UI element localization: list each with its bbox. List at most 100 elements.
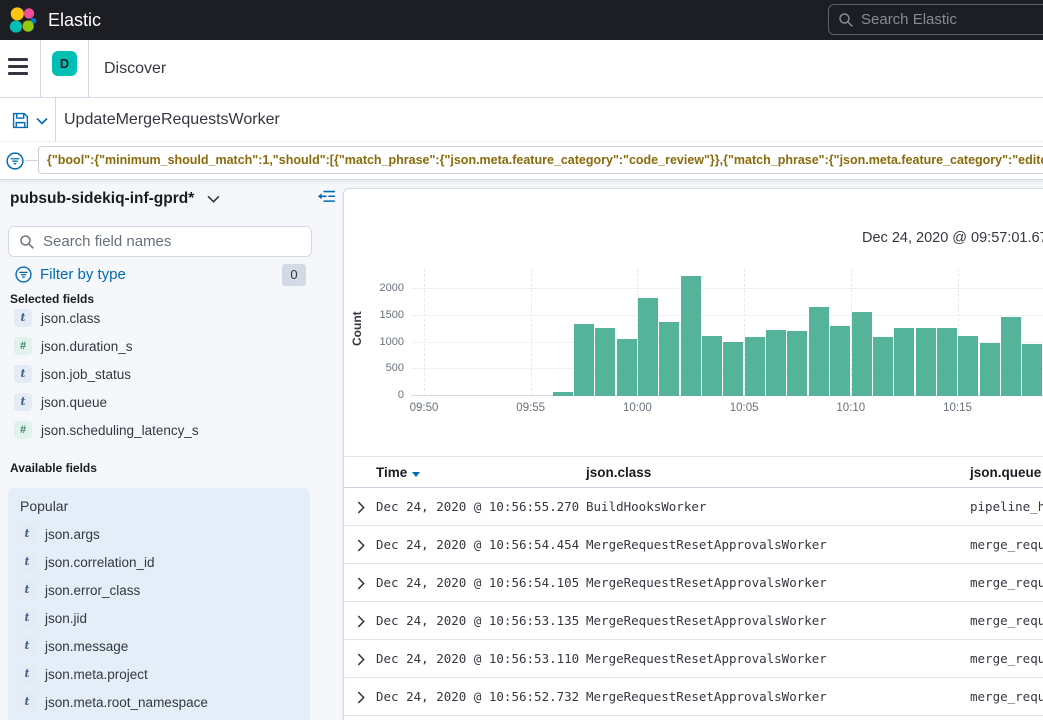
histogram-bar[interactable] [830,326,850,396]
search-icon [838,12,854,28]
cell-class: MergeRequestResetApprovalsWorker [586,640,966,678]
divider [25,160,38,161]
grid-line [531,269,532,396]
histogram-bar[interactable] [894,328,914,396]
x-axis-tick-labels: 09:5009:5510:0010:0510:1010:15 [411,402,1043,418]
table-header: Time json.class json.queue [344,456,1043,488]
histogram-bar[interactable] [958,336,978,396]
popular-section-label: Popular [20,498,68,514]
histogram-bar[interactable] [916,328,936,396]
column-header-time[interactable]: Time [376,457,420,488]
column-header-json-class[interactable]: json.class [586,457,651,488]
brand-title: Elastic [48,0,101,40]
field-name: json.queue [41,395,107,410]
histogram-chart[interactable] [411,269,1043,396]
histogram-bar[interactable] [745,337,765,396]
field-item[interactable]: tjson.args [8,520,310,548]
histogram-bar[interactable] [787,331,807,396]
selected-fields-list: tjson.class#json.duration_stjson.job_sta… [0,304,343,444]
x-tick-label: 10:00 [623,402,652,414]
navigation-bar: D Discover [0,40,1043,98]
histogram-bar[interactable] [553,392,573,396]
string-type-icon: t [18,665,36,683]
menu-icon[interactable] [8,58,28,78]
filter-pill[interactable]: {"bool":{"minimum_should_match":1,"shoul… [38,146,1043,174]
histogram-bar[interactable] [595,328,615,396]
histogram-bar[interactable] [809,307,829,396]
expand-row-icon[interactable] [357,653,365,666]
field-item[interactable]: tjson.error_class [8,576,310,604]
field-search-input[interactable] [43,227,303,256]
histogram-bar[interactable] [574,324,594,396]
elastic-logo-icon[interactable] [7,5,37,35]
histogram-bar[interactable] [617,339,637,396]
histogram-bar[interactable] [766,330,786,396]
histogram-bar[interactable] [980,343,1000,396]
index-pattern-name: pubsub-sidekiq-inf-gprd* [10,190,194,207]
histogram-bar[interactable] [681,276,701,396]
available-fields-label: Available fields [10,461,97,475]
global-search[interactable] [828,4,1043,35]
filter-count-badge: 0 [282,264,306,286]
expand-row-icon[interactable] [357,501,365,514]
histogram-bar[interactable] [659,322,679,396]
index-pattern-selector[interactable]: pubsub-sidekiq-inf-gprd* [10,190,220,208]
filter-by-type-row: Filter by type 0 [0,264,343,288]
filter-circle-icon[interactable] [6,152,24,170]
grid-line [411,288,1043,289]
save-search-button[interactable] [0,98,56,142]
histogram-bar[interactable] [638,298,658,396]
collapse-sidebar-icon[interactable] [318,188,335,205]
field-item[interactable]: tjson.jid [8,604,310,632]
cell-queue: merge_reque [970,640,1043,678]
field-name: json.meta.root_namespace [45,695,208,710]
string-type-icon: t [18,581,36,599]
field-item[interactable]: tjson.message [8,632,310,660]
global-search-input[interactable] [861,5,1041,34]
field-name: json.job_status [41,367,131,382]
field-item[interactable]: tjson.meta.user [8,716,310,720]
table-row: Dec 24, 2020 @ 10:56:53.135MergeRequestR… [344,602,1043,640]
grid-line [411,315,1043,316]
histogram-bar[interactable] [937,328,957,396]
field-name: json.meta.project [45,667,148,682]
histogram-bar[interactable] [852,312,872,396]
column-header-label: json.queue [970,465,1041,480]
histogram-bar[interactable] [1022,344,1042,396]
field-item[interactable]: tjson.meta.root_namespace [8,688,310,716]
number-type-icon: # [14,337,32,355]
x-tick-label: 10:05 [730,402,759,414]
fields-sidebar: pubsub-sidekiq-inf-gprd* Filter by type [0,180,343,720]
expand-row-icon[interactable] [357,691,365,704]
expand-row-icon[interactable] [357,539,365,552]
saved-search-title: UpdateMergeRequestsWorker [64,98,280,141]
field-item[interactable]: tjson.correlation_id [8,548,310,576]
table-row: Dec 24, 2020 @ 10:56:53.110MergeRequestR… [344,640,1043,678]
cell-time: Dec 24, 2020 @ 10:56:53.135 [376,602,584,640]
save-icon [12,112,29,129]
divider [88,40,89,97]
table-row: Dec 24, 2020 @ 10:56:54.105MergeRequestR… [344,564,1043,602]
field-item[interactable]: t json.meta.project [8,660,310,688]
histogram-bar[interactable] [1001,317,1021,396]
field-item[interactable]: tjson.class [0,304,343,332]
expand-row-icon[interactable] [357,577,365,590]
filter-bar: {"bool":{"minimum_should_match":1,"shoul… [0,142,1043,180]
field-item[interactable]: #json.duration_s [0,332,343,360]
column-header-json-queue[interactable]: json.queue [970,457,1041,488]
histogram-bar[interactable] [702,336,722,396]
cell-class: MergeRequestResetApprovalsWorker [586,526,966,564]
field-search[interactable] [8,226,312,257]
field-item[interactable]: #json.scheduling_latency_s [0,416,343,444]
field-item[interactable]: tjson.queue [0,388,343,416]
histogram-bar[interactable] [723,342,743,396]
expand-row-icon[interactable] [357,615,365,628]
histogram-bar[interactable] [873,337,893,396]
cell-time: Dec 24, 2020 @ 10:56:52.732 [376,678,584,716]
x-tick-label: 10:10 [836,402,865,414]
discover-app-badge[interactable]: D [52,51,77,76]
filter-by-type-link[interactable]: Filter by type [40,266,126,283]
string-type-icon: t [18,609,36,627]
field-item[interactable]: tjson.job_status [0,360,343,388]
chart-time-range-label: Dec 24, 2020 @ 09:57:01.67 [862,230,1043,246]
